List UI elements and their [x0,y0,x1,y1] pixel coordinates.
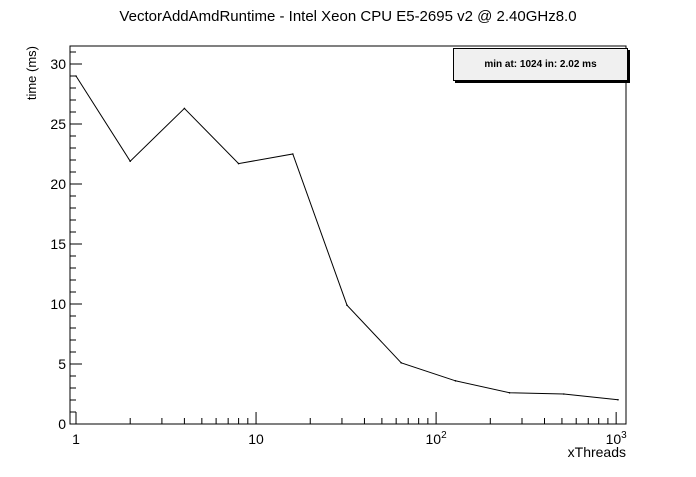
y-axis: 0 5 10 15 20 25 30 [50,51,82,432]
y-tick-label: 20 [50,176,66,192]
data-point [129,160,131,162]
y-tick-label: 15 [50,236,66,252]
data-point [237,162,240,165]
x-axis: 1 10 102 103 [72,412,627,447]
x-tick-exponent: 3 [621,430,627,441]
y-tick-label: 5 [58,356,66,372]
y-tick-label: 25 [50,116,66,132]
data-point [563,393,565,395]
data-point [454,380,457,382]
min-annotation-box: min at: 1024 in: 2.02 ms [453,48,628,81]
x-tick-label: 10 [248,431,264,447]
x-axis-label: xThreads [568,444,626,460]
data-point [183,107,186,110]
data-point [508,392,511,394]
x-tick-exponent: 2 [441,430,447,441]
y-tick-label: 10 [50,296,66,312]
plot-frame [69,45,627,425]
series-points [75,75,619,401]
x-tick-label: 1 [72,431,80,447]
data-point [617,398,619,401]
x-tick-label: 102 [426,430,448,447]
series-line [75,75,619,401]
y-tick-label: 30 [50,56,66,72]
data-point [75,75,77,77]
y-tick-label: 0 [58,416,66,432]
chart-title: VectorAddAmdRuntime - Intel Xeon CPU E5-… [119,8,576,25]
data-point [346,304,348,307]
y-axis-label: time (ms) [24,46,39,100]
data-point [400,362,403,364]
data-point [292,153,294,155]
min-annotation-text: min at: 1024 in: 2.02 ms [484,59,597,70]
